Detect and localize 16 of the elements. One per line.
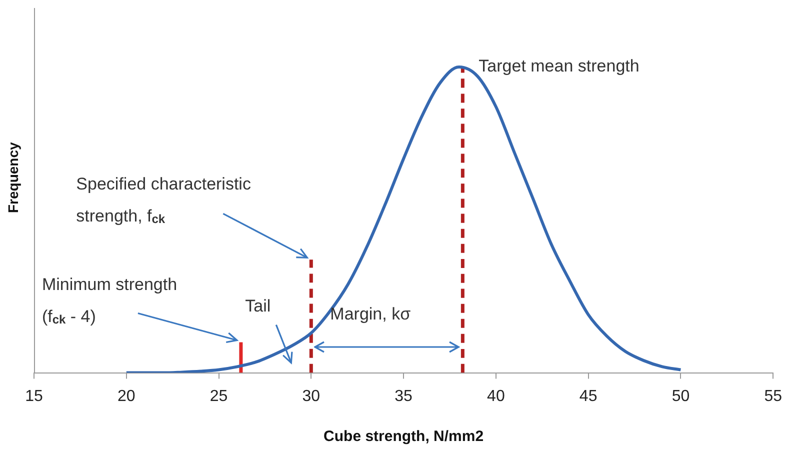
annotation: Minimum strength (fck - 4) [42, 274, 178, 327]
x-tick-label: 50 [672, 388, 690, 405]
x-tick-label: 25 [210, 388, 228, 405]
x-tick-label: 40 [487, 388, 505, 405]
x-tick-label: 20 [117, 388, 136, 405]
x-tick-label: 55 [764, 388, 782, 405]
annotation: Specified characteristic strength, fck [76, 174, 252, 226]
x-tick-label: 35 [394, 388, 413, 405]
y-axis-title: Frequency [5, 142, 21, 213]
x-axis-title: Cube strength, N/mm2 [324, 428, 484, 446]
x-tick-label: 15 [25, 388, 43, 405]
x-tick-label: 45 [579, 388, 598, 405]
annotation: Tail [245, 296, 271, 316]
x-tick-label: 30 [302, 388, 320, 405]
annotation: Margin, kσ [330, 304, 412, 324]
annotation: Target mean strength [478, 56, 640, 76]
